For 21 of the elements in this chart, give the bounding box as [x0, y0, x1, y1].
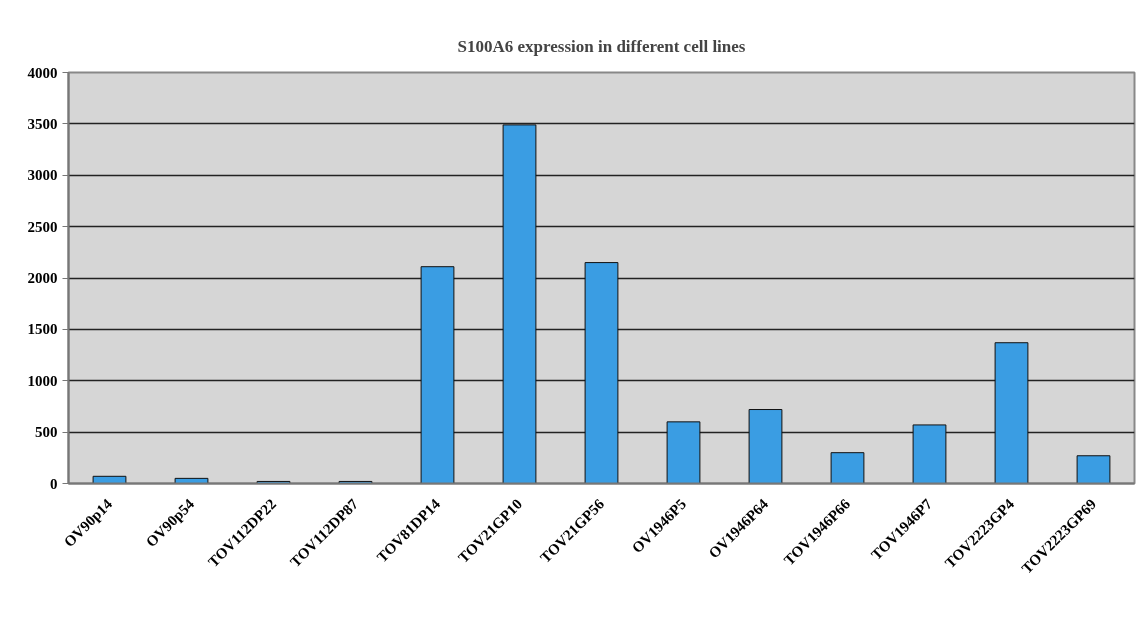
bar	[1076, 455, 1111, 484]
y-tick-label: 2500	[27, 218, 58, 235]
bar	[994, 342, 1029, 484]
bar	[666, 421, 701, 484]
y-tick-label: 1500	[27, 321, 58, 338]
y-tick-label: 1000	[27, 372, 58, 389]
y-tick-label: 2000	[27, 270, 58, 286]
chart-title: S100A6 expression in different cell lines	[457, 36, 746, 56]
bar	[748, 409, 783, 484]
bar	[502, 124, 537, 484]
bar	[830, 452, 865, 484]
y-tick-label: 0	[50, 475, 58, 492]
y-tick-label: 3000	[27, 167, 58, 184]
y-tick-label: 500	[35, 424, 58, 441]
bar	[92, 475, 127, 484]
bar	[420, 266, 455, 484]
bar	[912, 424, 947, 484]
bar	[584, 262, 619, 484]
y-tick-label: 3500	[27, 115, 58, 132]
y-tick-label: 4000	[27, 64, 58, 81]
bar	[174, 477, 209, 484]
